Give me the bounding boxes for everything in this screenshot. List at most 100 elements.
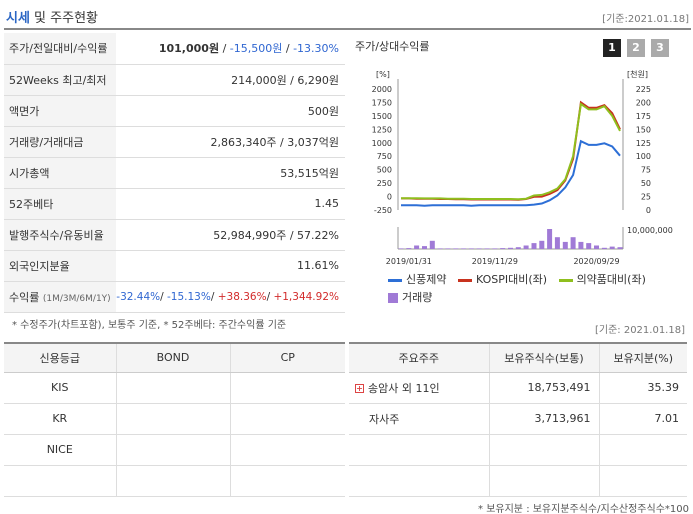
right-tick-label: 150 bbox=[636, 125, 651, 134]
current-price: 101,000원 bbox=[158, 42, 220, 56]
expand-plus-icon[interactable]: + bbox=[355, 384, 364, 393]
volume-bar bbox=[594, 245, 599, 249]
cell bbox=[116, 403, 231, 435]
return-1m: -32.44% bbox=[116, 290, 161, 303]
row-label: 발행주식수/유동비율 bbox=[4, 219, 117, 251]
chart-legend: 신풍제약 KOSPI대비(좌) 의약품대비(좌) 거래량 bbox=[388, 271, 688, 305]
column-header: CP bbox=[230, 342, 345, 373]
left-tick-label: 250 bbox=[377, 179, 392, 188]
right-tick-label: 75 bbox=[641, 166, 651, 175]
left-tick-label: 2000 bbox=[372, 85, 392, 94]
cell: KR bbox=[4, 403, 117, 435]
legend-swatch-company bbox=[388, 278, 402, 282]
volume-bar bbox=[445, 248, 451, 249]
legend-swatch-kospi bbox=[457, 278, 472, 282]
left-tick-label: 750 bbox=[377, 152, 392, 161]
table-row bbox=[349, 465, 687, 497]
column-header: 주요주주 bbox=[349, 342, 490, 373]
volume-bar bbox=[601, 247, 607, 249]
cell bbox=[489, 465, 600, 497]
returns-label: 수익률 (1M/3M/6M/1Y) bbox=[4, 281, 117, 313]
shares-cell: 3,713,961 bbox=[489, 403, 600, 435]
row-value: 1.45 bbox=[116, 188, 345, 220]
returns-periods: (1M/3M/6M/1Y) bbox=[42, 293, 111, 304]
return-6m: +38.36% bbox=[217, 290, 267, 303]
x-tick-label: 2019/11/29 bbox=[472, 257, 518, 266]
volume-bar bbox=[617, 247, 623, 249]
legend-swatch-sector bbox=[558, 278, 573, 282]
cell: KIS bbox=[4, 372, 117, 404]
left-tick-label: 500 bbox=[377, 166, 392, 175]
row-value: 52,984,990주 / 57.22% bbox=[116, 219, 345, 251]
chart-page-3-button[interactable]: 3 bbox=[651, 39, 669, 57]
right-tick-label: 200 bbox=[636, 98, 651, 107]
kospi-relative-line bbox=[401, 100, 621, 201]
cell bbox=[230, 434, 345, 466]
chart-title: 주가/상대수익률 bbox=[355, 40, 430, 53]
volume-bar bbox=[461, 248, 467, 249]
volume-bar bbox=[406, 248, 412, 249]
left-tick-label: 1250 bbox=[372, 125, 392, 134]
chart-page-2-button[interactable]: 2 bbox=[627, 39, 645, 57]
legend-sector: 의약품대비(좌) bbox=[558, 271, 646, 287]
cell bbox=[599, 434, 687, 466]
table-row: 시가총액 53,515억원 bbox=[4, 157, 345, 189]
price-change-value: 101,000원 / -15,500원 / -13.30% bbox=[116, 33, 345, 65]
column-header: 보유지분(%) bbox=[599, 342, 687, 373]
table-row: NICE bbox=[4, 434, 345, 466]
major-shareholders-table: 주요주주 보유주식수(보통) 보유지분(%) + 송암사 외 11인 18,753… bbox=[349, 342, 687, 497]
cell bbox=[489, 434, 600, 466]
cell bbox=[116, 372, 231, 404]
company-price-line bbox=[401, 139, 621, 207]
left-tick-label: -250 bbox=[374, 206, 392, 215]
volume-bar bbox=[531, 243, 537, 249]
column-header: 신용등급 bbox=[4, 342, 117, 373]
table-row: 주가/전일대비/수익률 101,000원 / -15,500원 / -13.30… bbox=[4, 33, 345, 65]
table-row: KIS bbox=[4, 372, 345, 404]
volume-bar bbox=[562, 241, 568, 249]
row-value: 11.61% bbox=[116, 250, 345, 282]
volume-bar bbox=[414, 245, 420, 249]
shares-cell: 18,753,491 bbox=[489, 372, 600, 404]
left-tick-label: 1750 bbox=[372, 98, 392, 107]
shareholder-reference-date: [기준: 2021.01.18] bbox=[594, 325, 685, 336]
volume-bar bbox=[484, 248, 490, 249]
credit-rating-table: 신용등급 BOND CP KIS KR NICE bbox=[4, 342, 345, 497]
price-footnote: * 수정주가(차트포함), 보통주 기준, * 52주베타: 주간수익률 기준 bbox=[12, 320, 287, 331]
right-tick-label: 50 bbox=[641, 179, 651, 188]
cell: NICE bbox=[4, 434, 117, 466]
table-row: 거래량/거래대금 2,863,340주 / 3,037억원 bbox=[4, 126, 345, 158]
volume-bar bbox=[539, 240, 545, 249]
table-row: 52Weeks 최고/최저 214,000원 / 6,290원 bbox=[4, 64, 345, 96]
volume-bar bbox=[468, 248, 474, 249]
x-tick-label: 2020/09/29 bbox=[573, 257, 619, 266]
row-value: 53,515억원 bbox=[116, 157, 345, 189]
right-tick-label: 100 bbox=[636, 152, 651, 161]
volume-bar bbox=[476, 248, 482, 249]
table-row bbox=[4, 465, 345, 497]
volume-bar bbox=[422, 246, 427, 249]
row-label: 액면가 bbox=[4, 95, 117, 127]
row-value: 214,000원 / 6,290원 bbox=[116, 64, 345, 96]
row-value: 2,863,340주 / 3,037억원 bbox=[116, 126, 345, 158]
cell bbox=[116, 465, 231, 497]
volume-bar bbox=[437, 248, 443, 249]
section-title: 시세 및 주주현황 bbox=[6, 11, 98, 26]
chart-page-1-button[interactable]: 1 bbox=[603, 39, 621, 57]
table-row bbox=[349, 434, 687, 466]
legend-company: 신풍제약 bbox=[388, 271, 446, 287]
shareholder-name: 자사주 bbox=[349, 403, 490, 435]
row-value: 500원 bbox=[116, 95, 345, 127]
table-row: 외국인지분율 11.61% bbox=[4, 250, 345, 282]
left-tick-label: 0 bbox=[387, 193, 392, 202]
cell bbox=[599, 465, 687, 497]
volume-bar bbox=[508, 247, 513, 249]
table-row: 발행주식수/유동비율 52,984,990주 / 57.22% bbox=[4, 219, 345, 251]
row-label: 외국인지분율 bbox=[4, 250, 117, 282]
table-row: 자사주 3,713,961 7.01 bbox=[349, 403, 687, 435]
table-row: 액면가 500원 bbox=[4, 95, 345, 127]
section-header: 시세 및 주주현황 [기준:2021.01.18] bbox=[4, 0, 691, 30]
volume-bar bbox=[515, 247, 521, 249]
row-label: 시가총액 bbox=[4, 157, 117, 189]
cell bbox=[349, 434, 490, 466]
